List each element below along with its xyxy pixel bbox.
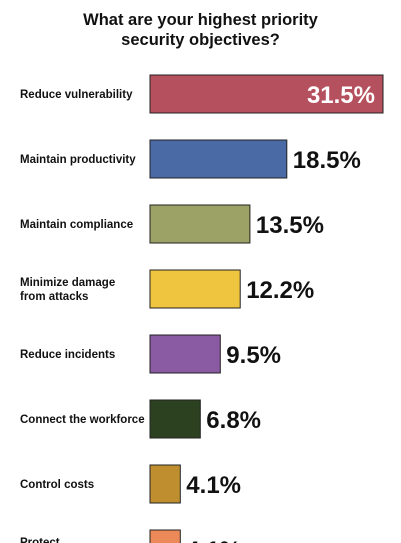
bar-2 <box>149 204 251 244</box>
bar-4 <box>149 334 221 374</box>
category-label-5: Connect the workforce <box>20 414 145 426</box>
bar-0 <box>149 74 384 114</box>
category-label-3-line-1: from attacks <box>20 291 88 303</box>
chart-title-line-1: What are your highest priority <box>83 11 318 29</box>
value-label-0: 31.5% <box>307 82 375 109</box>
value-label-2: 13.5% <box>256 212 324 239</box>
bar-1 <box>149 139 288 179</box>
category-label-0: Reduce vulnerability <box>20 89 133 101</box>
category-label-4: Reduce incidents <box>20 349 115 361</box>
category-label-6: Control costs <box>20 479 94 491</box>
bar-3 <box>149 269 241 309</box>
chart-title: What are your highest priority security … <box>0 10 401 50</box>
value-label-5: 6.8% <box>206 407 261 434</box>
category-label-3-line-0: Minimize damage <box>20 277 115 289</box>
value-label-3: 12.2% <box>246 277 314 304</box>
value-label-6: 4.1% <box>186 472 241 499</box>
bar-7 <box>149 529 181 543</box>
bar-6 <box>149 464 181 504</box>
value-label-7: 4.1% <box>186 537 241 543</box>
value-label-4: 9.5% <box>226 342 281 369</box>
category-label-7-line-0: Protect <box>20 537 60 543</box>
category-label-1: Maintain productivity <box>20 154 136 166</box>
chart-title-line-2: security objectives? <box>121 31 280 49</box>
category-label-2: Maintain compliance <box>20 219 133 231</box>
bar-5 <box>149 399 201 439</box>
value-label-1: 18.5% <box>293 147 361 174</box>
